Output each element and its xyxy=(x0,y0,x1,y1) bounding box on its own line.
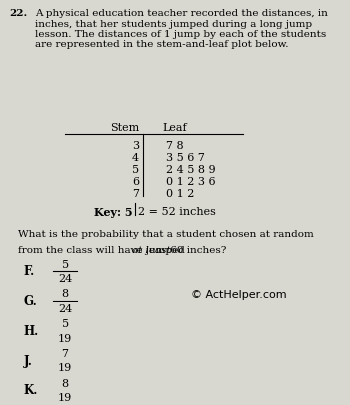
Text: 24: 24 xyxy=(58,273,72,283)
Text: Leaf: Leaf xyxy=(163,123,187,132)
Text: A physical education teacher recorded the distances, in
inches, that her student: A physical education teacher recorded th… xyxy=(35,9,328,49)
Text: 60 inches?: 60 inches? xyxy=(167,245,226,254)
Text: 7: 7 xyxy=(132,189,139,198)
Text: 3: 3 xyxy=(132,140,139,150)
Text: 7 8: 7 8 xyxy=(166,140,183,150)
Text: © ActHelper.com: © ActHelper.com xyxy=(191,290,287,300)
Text: 19: 19 xyxy=(58,333,72,343)
Text: 7: 7 xyxy=(62,348,69,358)
Text: 3 5 6 7: 3 5 6 7 xyxy=(166,152,204,162)
Text: K.: K. xyxy=(24,384,38,396)
Text: at least: at least xyxy=(132,245,170,254)
Text: Stem: Stem xyxy=(110,123,139,132)
Text: 24: 24 xyxy=(58,303,72,313)
Text: What is the probability that a student chosen at random: What is the probability that a student c… xyxy=(18,230,314,239)
Text: 8: 8 xyxy=(62,289,69,298)
Text: 5: 5 xyxy=(132,164,139,174)
Text: from the class will have jumped: from the class will have jumped xyxy=(18,245,188,254)
Text: 22.: 22. xyxy=(9,9,27,18)
Text: H.: H. xyxy=(24,324,39,337)
Text: 5: 5 xyxy=(62,318,69,328)
Text: 19: 19 xyxy=(58,392,72,402)
Text: 2 = 52 inches: 2 = 52 inches xyxy=(138,206,216,216)
Text: G.: G. xyxy=(24,294,37,307)
Text: F.: F. xyxy=(24,265,35,278)
Text: 0 1 2: 0 1 2 xyxy=(166,189,194,198)
Text: 6: 6 xyxy=(132,177,139,186)
Text: 4: 4 xyxy=(132,152,139,162)
Text: 19: 19 xyxy=(58,362,72,373)
Text: J.: J. xyxy=(24,354,33,367)
Text: 5: 5 xyxy=(62,259,69,269)
Text: 0 1 2 3 6: 0 1 2 3 6 xyxy=(166,177,215,186)
Text: 2 4 5 8 9: 2 4 5 8 9 xyxy=(166,164,215,174)
Text: 8: 8 xyxy=(62,377,69,388)
Text: Key: 5: Key: 5 xyxy=(94,206,133,217)
